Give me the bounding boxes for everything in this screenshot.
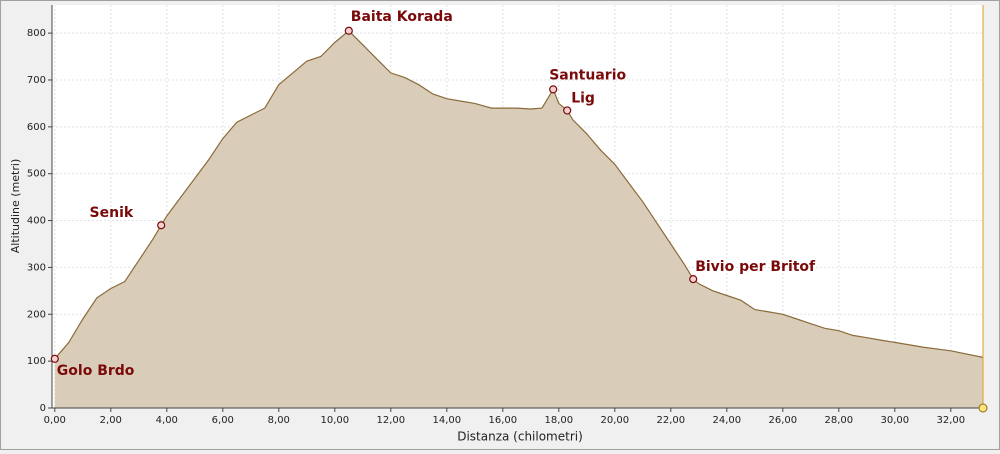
waypoint (549, 85, 558, 94)
x-axis-label: Distanza (chilometri) (457, 430, 583, 444)
waypoint-label: Baita Korada (351, 9, 453, 25)
x-tick-label: 14,00 (432, 415, 461, 426)
y-tick-label: 700 (27, 75, 46, 86)
waypoint (50, 354, 59, 363)
waypoint (344, 26, 353, 35)
area-fill (54, 30, 984, 409)
y-tick-label: 300 (27, 262, 46, 273)
y-tick-label: 0 (40, 403, 46, 414)
x-tick-label: 32,00 (936, 415, 965, 426)
x-tick-label: 20,00 (600, 415, 629, 426)
y-tick-label: 400 (27, 216, 46, 227)
waypoint-label: Senik (90, 205, 134, 221)
x-tick-label: 30,00 (880, 415, 909, 426)
x-tick-label: 24,00 (712, 415, 741, 426)
x-tick-label: 26,00 (768, 415, 797, 426)
waypoint-label: Santuario (549, 67, 626, 83)
x-tick-label: 12,00 (376, 415, 405, 426)
waypoint-label: Bivio per Britof (695, 259, 816, 275)
waypoint (157, 221, 166, 230)
x-tick-label: 10,00 (320, 415, 349, 426)
y-tick-label: 500 (27, 169, 46, 180)
x-tick-label: 0,00 (44, 415, 66, 426)
x-tick-label: 4,00 (156, 415, 178, 426)
y-tick-label: 200 (27, 309, 46, 320)
y-tick-label: 100 (27, 356, 46, 367)
waypoint (689, 275, 698, 284)
x-tick-label: 22,00 (656, 415, 685, 426)
end-icon (978, 403, 988, 413)
waypoint-label: Golo Brdo (57, 363, 135, 379)
waypoint (563, 106, 572, 115)
x-tick-label: 6,00 (212, 415, 234, 426)
x-tick-label: 8,00 (268, 415, 290, 426)
x-tick-label: 28,00 (824, 415, 853, 426)
profile-line (54, 29, 984, 360)
x-tick-label: 16,00 (488, 415, 517, 426)
y-axis-label: Altitudine (metri) (9, 159, 22, 253)
x-tick-label: 18,00 (544, 415, 573, 426)
y-tick-label: 800 (27, 28, 46, 39)
waypoint-label: Lig (571, 90, 595, 106)
y-tick-label: 600 (27, 122, 46, 133)
x-tick-label: 2,00 (100, 415, 122, 426)
